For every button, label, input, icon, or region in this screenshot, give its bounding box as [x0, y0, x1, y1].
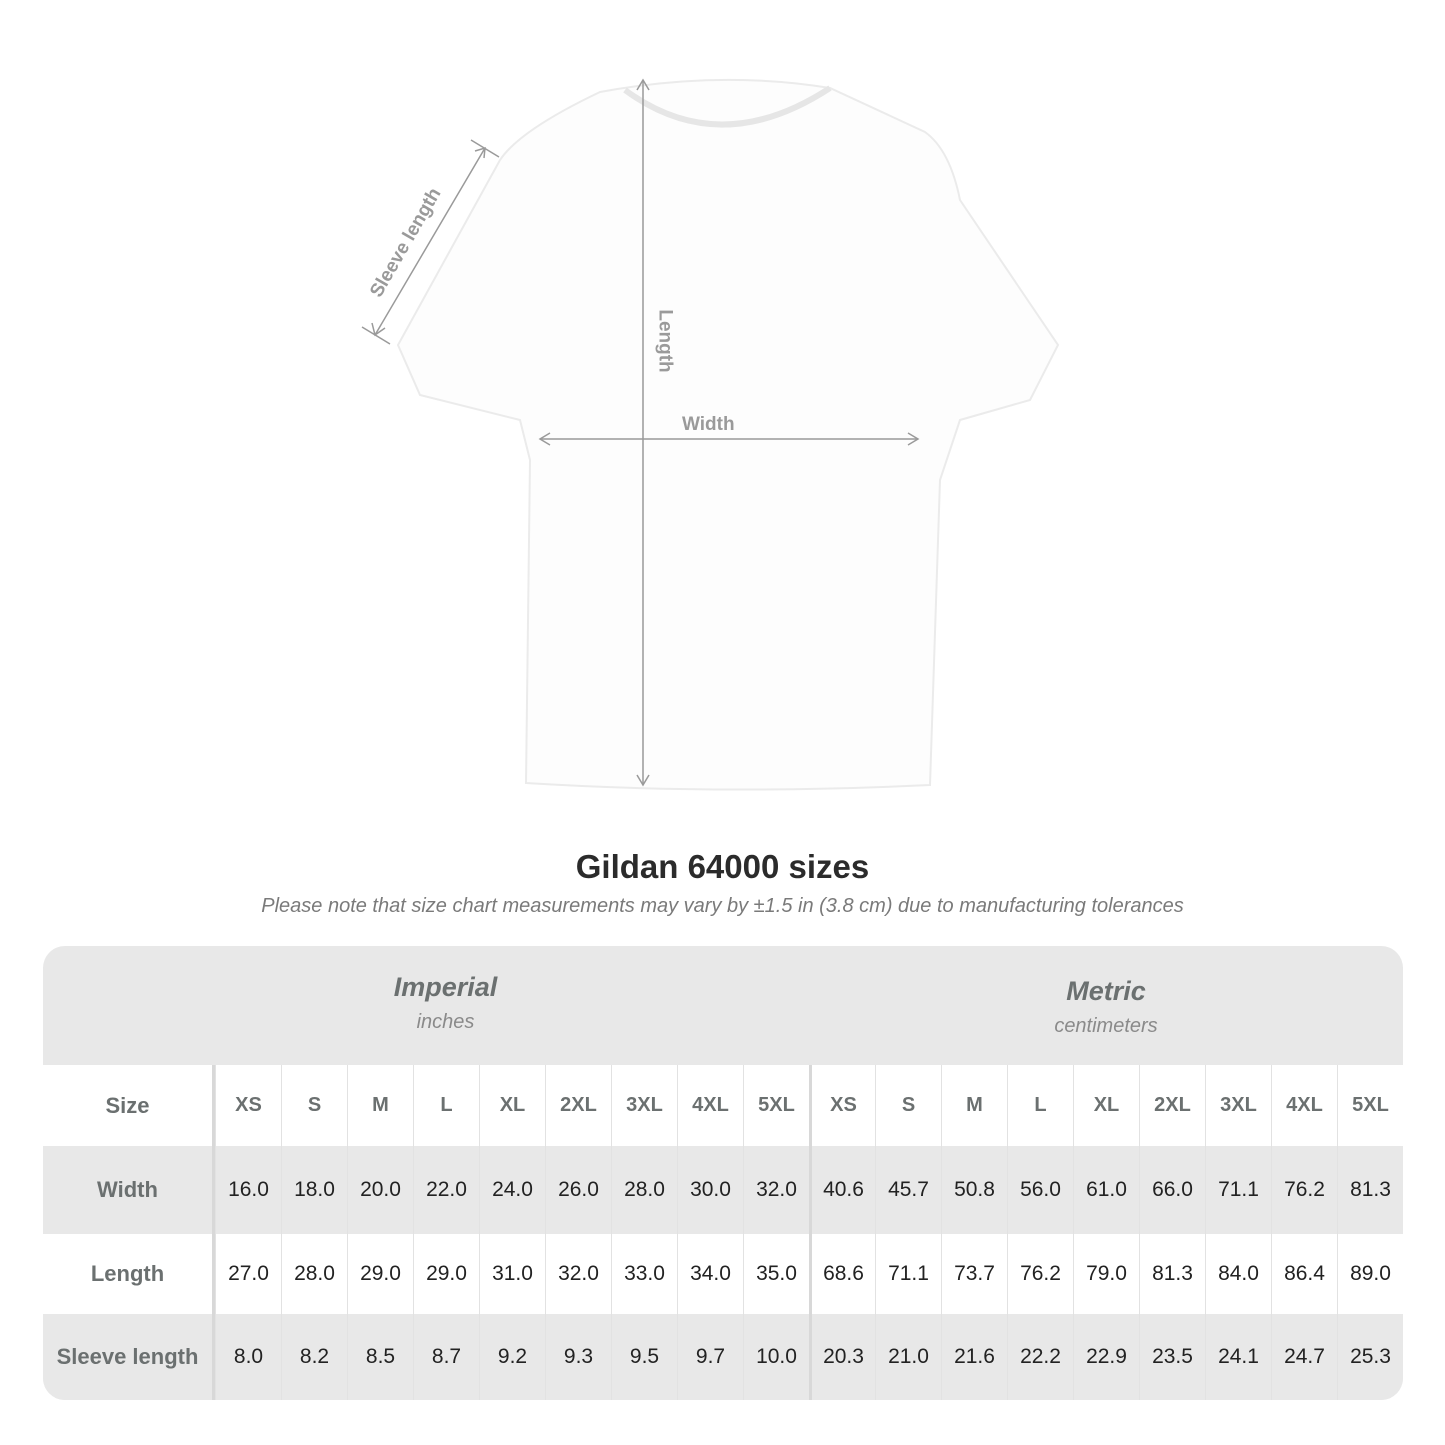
imperial-value-cell: 27.0	[215, 1234, 281, 1314]
imperial-value-cell: 9.7	[677, 1314, 743, 1400]
metric-value-cell: 76.2	[1271, 1146, 1337, 1234]
table-row: Width 16.0 18.0 20.0 22.0 24.0 26.0 28.0 30.0 32.…	[43, 1146, 1403, 1234]
imperial-value-cell: 34.0	[677, 1234, 743, 1314]
size-header-cell: 4XL	[1271, 1065, 1337, 1146]
size-header-cell: XL	[1073, 1065, 1139, 1146]
metric-value-cell: 84.0	[1205, 1234, 1271, 1314]
size-header-cell: XS	[215, 1065, 281, 1146]
metric-unit: centimeters	[1054, 1015, 1158, 1037]
metric-value-cell: 68.6	[809, 1234, 875, 1314]
metric-value-cell: 23.5	[1139, 1314, 1205, 1400]
metric-value-cell: 22.2	[1007, 1314, 1073, 1400]
size-header-cell: 3XL	[611, 1065, 677, 1146]
imperial-value-cell: 18.0	[281, 1146, 347, 1234]
size-header-cell: 5XL	[743, 1065, 809, 1146]
size-header-cell: 2XL	[1139, 1065, 1205, 1146]
imperial-value-cell: 10.0	[743, 1314, 809, 1400]
metric-value-cell: 81.3	[1139, 1234, 1205, 1314]
size-header-cell: M	[347, 1065, 413, 1146]
metric-value-cell: 45.7	[875, 1146, 941, 1234]
metric-value-cell: 71.1	[875, 1234, 941, 1314]
metric-value-cell: 61.0	[1073, 1146, 1139, 1234]
imperial-value-cell: 16.0	[215, 1146, 281, 1234]
imperial-value-cell: 26.0	[545, 1146, 611, 1234]
imperial-unit: inches	[416, 1011, 475, 1033]
width-arrow	[538, 432, 920, 446]
imperial-value-cell: 9.5	[611, 1314, 677, 1400]
metric-value-cell: 73.7	[941, 1234, 1007, 1314]
imperial-value-cell: 30.0	[677, 1146, 743, 1234]
size-header-cell: 5XL	[1337, 1065, 1403, 1146]
metric-value-cell: 81.3	[1337, 1146, 1403, 1234]
imperial-value-cell: 8.5	[347, 1314, 413, 1400]
size-header-cell: 4XL	[677, 1065, 743, 1146]
imperial-value-cell: 33.0	[611, 1234, 677, 1314]
metric-value-cell: 79.0	[1073, 1234, 1139, 1314]
size-header-cell: M	[941, 1065, 1007, 1146]
imperial-value-cell: 9.3	[545, 1314, 611, 1400]
size-header-cell: XS	[809, 1065, 875, 1146]
imperial-value-cell: 29.0	[347, 1234, 413, 1314]
metric-value-cell: 24.7	[1271, 1314, 1337, 1400]
size-header-row: Size XS S M L XL 2XL 3XL 4XL 5XL XS S M L XL 2XL 3XL 4XL 5…	[43, 1065, 1403, 1146]
imperial-value-cell: 20.0	[347, 1146, 413, 1234]
metric-value-cell: 22.9	[1073, 1314, 1139, 1400]
sleeve-line	[374, 147, 486, 336]
imperial-header: Imperial inches	[215, 946, 676, 1063]
row-label: Size	[43, 1065, 215, 1146]
row-label: Length	[43, 1234, 215, 1314]
imperial-value-cell: 29.0	[413, 1234, 479, 1314]
imperial-value-cell: 8.7	[413, 1314, 479, 1400]
metric-value-cell: 21.0	[875, 1314, 941, 1400]
imperial-value-cell: 8.0	[215, 1314, 281, 1400]
metric-value-cell: 40.6	[809, 1146, 875, 1234]
imperial-value-cell: 8.2	[281, 1314, 347, 1400]
metric-value-cell: 86.4	[1271, 1234, 1337, 1314]
size-table: Imperial inches Metric centimeters Size X…	[43, 946, 1403, 1400]
metric-value-cell: 71.1	[1205, 1146, 1271, 1234]
size-header-cell: 2XL	[545, 1065, 611, 1146]
metric-value-cell: 25.3	[1337, 1314, 1403, 1400]
metric-value-cell: 24.1	[1205, 1314, 1271, 1400]
imperial-value-cell: 9.2	[479, 1314, 545, 1400]
row-label: Width	[43, 1146, 215, 1234]
imperial-value-cell: 32.0	[743, 1146, 809, 1234]
size-header-cell: S	[875, 1065, 941, 1146]
metric-value-cell: 89.0	[1337, 1234, 1403, 1314]
tshirt-diagram	[361, 78, 1060, 791]
metric-value-cell: 76.2	[1007, 1234, 1073, 1314]
table-row: Sleeve length 8.0 8.2 8.5 8.7 9.2 9.3 9.5 9.7 10.…	[43, 1314, 1403, 1400]
width-label: Width	[682, 414, 735, 435]
table-row: Length 27.0 28.0 29.0 29.0 31.0 32.0 33.0 34.0 35…	[43, 1234, 1403, 1314]
metric-title: Metric	[1066, 976, 1146, 1006]
size-header-cell: L	[1007, 1065, 1073, 1146]
row-label: Sleeve length	[43, 1314, 215, 1400]
size-header-cell: XL	[479, 1065, 545, 1146]
metric-value-cell: 50.8	[941, 1146, 1007, 1234]
imperial-value-cell: 28.0	[281, 1234, 347, 1314]
length-label: Length	[654, 309, 676, 373]
size-header-cell: S	[281, 1065, 347, 1146]
imperial-value-cell: 31.0	[479, 1234, 545, 1314]
metric-value-cell: 21.6	[941, 1314, 1007, 1400]
page-title: Gildan 64000 sizes	[575, 848, 870, 885]
sleeve-ticks	[361, 139, 500, 345]
size-header-cell: L	[413, 1065, 479, 1146]
metric-value-cell: 20.3	[809, 1314, 875, 1400]
imperial-value-cell: 22.0	[413, 1146, 479, 1234]
metric-value-cell: 56.0	[1007, 1146, 1073, 1234]
imperial-title: Imperial	[393, 972, 498, 1002]
metric-value-cell: 66.0	[1139, 1146, 1205, 1234]
imperial-value-cell: 35.0	[743, 1234, 809, 1314]
tshirt-collar	[623, 85, 832, 128]
imperial-value-cell: 32.0	[545, 1234, 611, 1314]
length-arrow	[636, 78, 650, 787]
tolerance-note: Please note that size chart measurements…	[261, 895, 1184, 917]
imperial-value-cell: 28.0	[611, 1146, 677, 1234]
metric-header: Metric centimeters	[809, 946, 1403, 1063]
tshirt-shape	[396, 78, 1060, 791]
size-header-cell: 3XL	[1205, 1065, 1271, 1146]
imperial-value-cell: 24.0	[479, 1146, 545, 1234]
